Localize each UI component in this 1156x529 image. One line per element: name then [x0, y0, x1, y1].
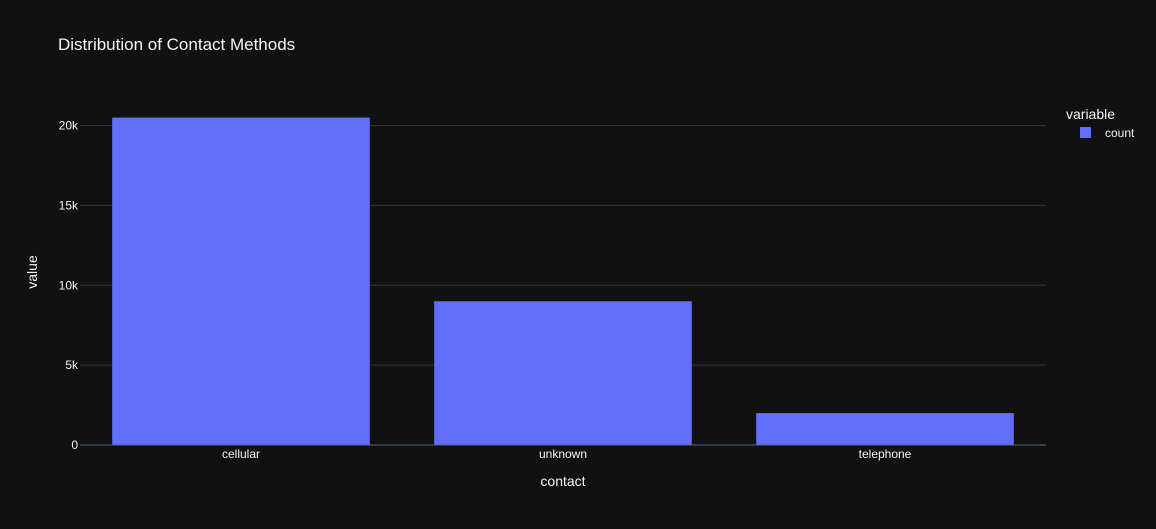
bar-cellular[interactable] [112, 117, 370, 445]
x-tick-label: telephone [859, 447, 912, 461]
y-tick-label: 5k [65, 358, 79, 372]
legend-title: variable [1066, 106, 1115, 122]
x-tick-label: cellular [222, 447, 260, 461]
y-tick-label: 15k [59, 198, 79, 212]
legend: variable count [1066, 106, 1135, 140]
bar-telephone[interactable] [756, 413, 1014, 445]
legend-label[interactable]: count [1105, 126, 1135, 140]
y-tick-label: 0 [71, 438, 78, 452]
bars [112, 117, 1014, 445]
x-tick-label: unknown [539, 447, 587, 461]
chart-title: Distribution of Contact Methods [58, 35, 295, 54]
legend-items: count [1080, 126, 1135, 140]
legend-swatch[interactable] [1080, 127, 1091, 138]
y-axis-title: value [24, 255, 40, 289]
axes: 0 5k 10k 15k 20k cellular unknown telephone [59, 119, 1046, 461]
y-tick-label: 10k [59, 278, 79, 292]
y-tick-label: 20k [59, 119, 79, 133]
x-axis-title: contact [540, 473, 585, 489]
bar-unknown[interactable] [434, 301, 692, 445]
